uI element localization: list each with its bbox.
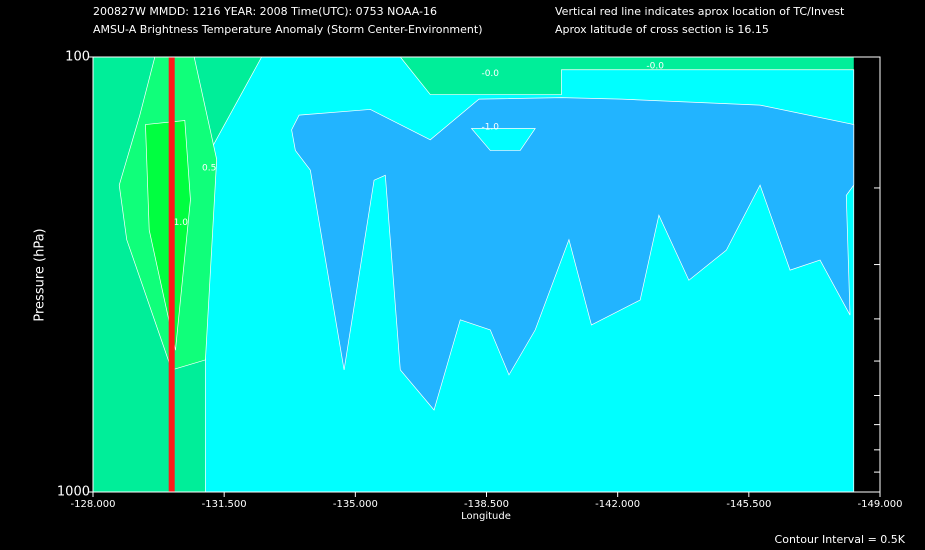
y-tick-label: 100	[65, 50, 90, 65]
x-tick-label: -142.000	[595, 499, 640, 510]
x-tick-label: -145.500	[726, 499, 771, 510]
info-line: Vertical red line indicates aprox locati…	[555, 5, 845, 18]
title-line: AMSU-A Brightness Temperature Anomaly (S…	[93, 23, 483, 36]
info-line: Aprox latitude of cross section is 16.15	[555, 23, 769, 36]
contour-label: -1.0	[170, 218, 188, 228]
y-axis-label: Pressure (hPa)	[33, 228, 48, 321]
contour-region	[470, 128, 536, 151]
title-line: 200827W MMDD: 1216 YEAR: 2008 Time(UTC):…	[93, 5, 437, 18]
contour-label: -0.0	[481, 69, 499, 79]
x-tick-label: -128.000	[71, 499, 116, 510]
x-tick-label: -135.000	[333, 499, 378, 510]
contour-label: -0.0	[646, 62, 664, 72]
y-tick-label: 1000	[57, 485, 90, 500]
contour-region	[291, 97, 855, 411]
contour-label: -1.0	[481, 123, 499, 133]
contour-region	[145, 120, 191, 351]
x-tick-label: -138.500	[464, 499, 509, 510]
x-tick-label: -149.000	[858, 499, 903, 510]
contour-label: 0.5	[202, 164, 216, 174]
note: Contour Interval = 0.5K	[775, 533, 906, 546]
x-tick-label: -131.500	[202, 499, 247, 510]
x-axis-label: Longitude	[461, 511, 511, 522]
plot-area: -0.0 -0.0 -1.0 0.5 -1.0	[93, 56, 855, 493]
